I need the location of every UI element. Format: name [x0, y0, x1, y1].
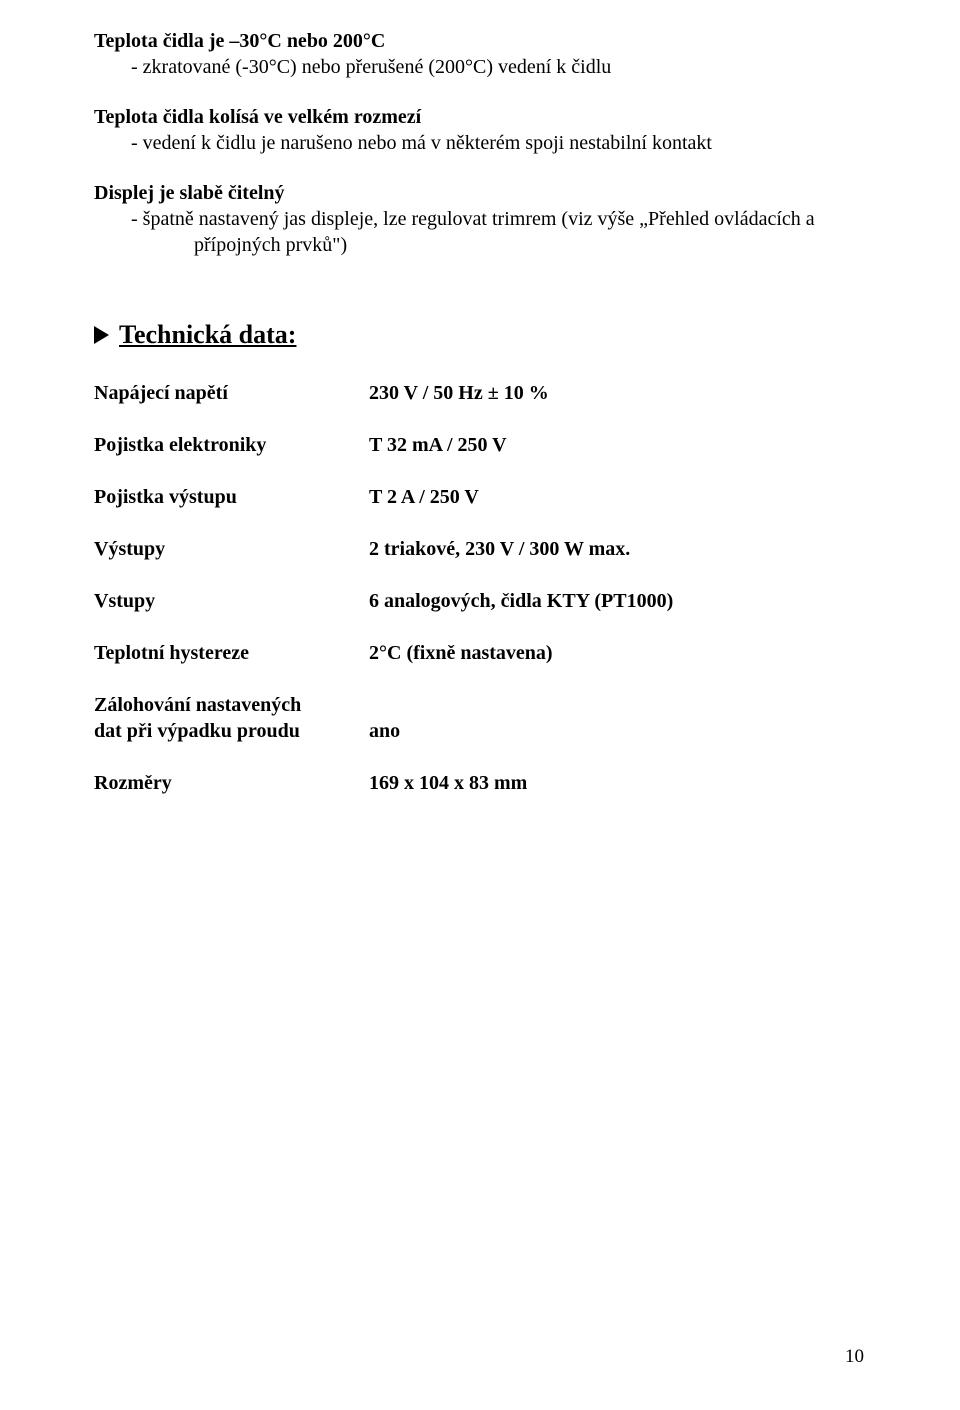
spec-value: 169 x 104 x 83 mm: [369, 770, 527, 796]
spec-value: 2°C (fixně nastavena): [369, 640, 553, 666]
spec-label: Pojistka výstupu: [94, 484, 369, 510]
spec-label: Vstupy: [94, 588, 369, 614]
trouble-sub: - zkratované (-30°C) nebo přerušené (200…: [94, 54, 870, 80]
spec-label: Rozměry: [94, 770, 369, 796]
spec-row: Pojistka výstupu T 2 A / 250 V: [94, 484, 870, 510]
tech-heading: Technická data:: [119, 318, 296, 352]
trouble-sub: - špatně nastavený jas displeje, lze reg…: [94, 206, 870, 258]
spec-value: 230 V / 50 Hz ± 10 %: [369, 380, 549, 406]
spec-row: Výstupy 2 triakové, 230 V / 300 W max.: [94, 536, 870, 562]
spec-row: Vstupy 6 analogových, čidla KTY (PT1000): [94, 588, 870, 614]
trouble-sub: - vedení k čidlu je narušeno nebo má v n…: [94, 130, 870, 156]
trouble-heading: Displej je slabě čitelný: [94, 180, 870, 206]
trouble-item-2: Teplota čidla kolísá ve velkém rozmezí -…: [94, 104, 870, 156]
spec-row: Zálohování nastavených dat při výpadku p…: [94, 692, 870, 744]
spec-table: Napájecí napětí 230 V / 50 Hz ± 10 % Poj…: [94, 380, 870, 796]
spec-label: Teplotní hystereze: [94, 640, 369, 666]
trouble-heading: Teplota čidla kolísá ve velkém rozmezí: [94, 104, 870, 130]
spec-label: Zálohování nastavených dat při výpadku p…: [94, 692, 369, 744]
trouble-heading: Teplota čidla je –30°C nebo 200°C: [94, 28, 870, 54]
trouble-item-1: Teplota čidla je –30°C nebo 200°C - zkra…: [94, 28, 870, 80]
spec-row: Napájecí napětí 230 V / 50 Hz ± 10 %: [94, 380, 870, 406]
spec-label: Napájecí napětí: [94, 380, 369, 406]
spec-value: T 2 A / 250 V: [369, 484, 479, 510]
trouble-item-3: Displej je slabě čitelný - špatně nastav…: [94, 180, 870, 258]
page-number: 10: [845, 1345, 864, 1370]
spec-row: Teplotní hystereze 2°C (fixně nastavena): [94, 640, 870, 666]
arrow-icon: [94, 326, 109, 344]
spec-label: Pojistka elektroniky: [94, 432, 369, 458]
spec-value: T 32 mA / 250 V: [369, 432, 507, 458]
spec-row: Rozměry 169 x 104 x 83 mm: [94, 770, 870, 796]
spec-value: 6 analogových, čidla KTY (PT1000): [369, 588, 673, 614]
spec-value: ano: [369, 718, 400, 744]
tech-heading-row: Technická data:: [94, 318, 870, 352]
spec-value: 2 triakové, 230 V / 300 W max.: [369, 536, 630, 562]
spec-row: Pojistka elektroniky T 32 mA / 250 V: [94, 432, 870, 458]
spec-label: Výstupy: [94, 536, 369, 562]
